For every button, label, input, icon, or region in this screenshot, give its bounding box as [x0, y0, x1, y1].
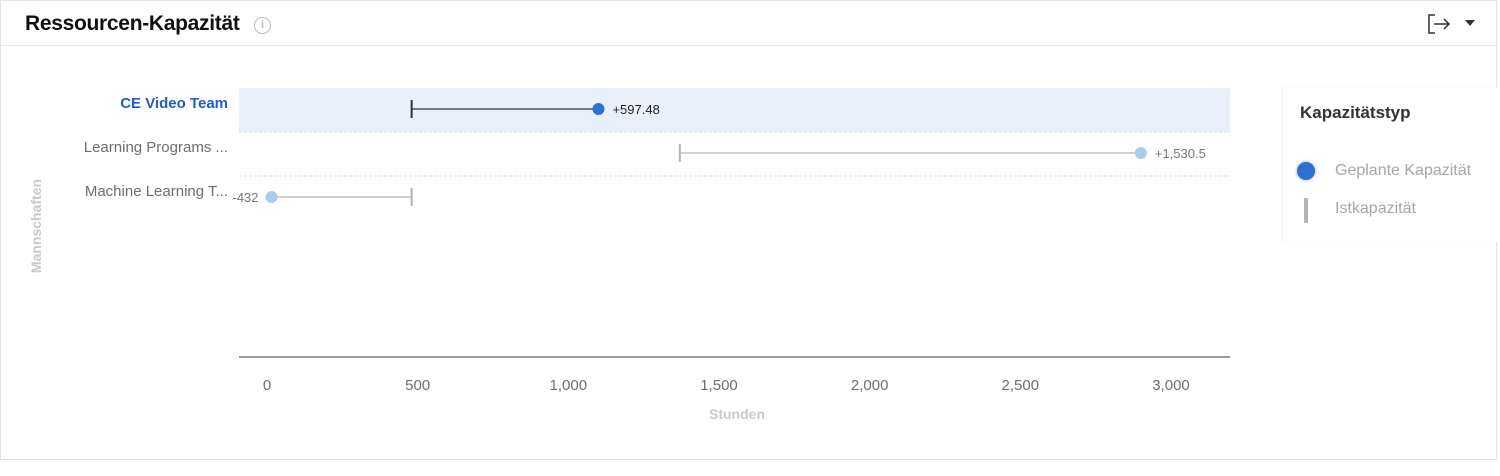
legend-item-actual[interactable]: Istkapazität — [1295, 198, 1495, 223]
chevron-down-icon[interactable] — [1464, 18, 1476, 28]
legend-label-actual: Istkapazität — [1335, 200, 1416, 217]
x-tick-label: 3,000 — [1152, 377, 1190, 394]
x-tick-label: 500 — [405, 377, 430, 394]
planned-capacity-point[interactable] — [1134, 147, 1147, 159]
planned-marker-icon — [1297, 162, 1315, 180]
dumbbell-row[interactable]: Machine Learning T... -432 — [85, 183, 413, 206]
dumbbell-row[interactable]: CE Video Team +597.48 — [120, 95, 660, 118]
x-tick-label: 0 — [263, 377, 271, 394]
y-tick-label[interactable]: CE Video Team — [120, 95, 228, 112]
info-icon[interactable]: i — [254, 17, 271, 34]
x-tick-label: 2,500 — [1002, 377, 1040, 394]
dumbbell-row[interactable]: Learning Programs ... +1,530.5 — [84, 139, 1206, 162]
export-icon[interactable] — [1426, 12, 1452, 36]
data-label: +1,530.5 — [1155, 146, 1206, 161]
data-label: -432 — [232, 190, 258, 205]
chart-legend: Kapazitätstyp Geplante Kapazität Istkapa… — [1283, 87, 1498, 242]
y-tick-label[interactable]: Machine Learning T... — [85, 183, 228, 200]
row-highlight-band — [239, 88, 1230, 132]
x-tick-label: 1,000 — [550, 377, 588, 394]
y-tick-label[interactable]: Learning Programs ... — [84, 139, 228, 156]
planned-capacity-point[interactable] — [265, 191, 278, 203]
y-axis-title: Mannschaften — [28, 179, 44, 273]
x-tick-label: 2,000 — [851, 377, 889, 394]
actual-marker-icon — [1304, 198, 1308, 223]
page-title: Ressourcen-Kapazität — [25, 12, 240, 35]
legend-title: Kapazitätstyp — [1300, 103, 1411, 122]
card-header: Ressourcen-Kapazität i — [1, 1, 1496, 46]
legend-item-planned[interactable]: Geplante Kapazität — [1295, 160, 1495, 184]
resource-capacity-card: Ressourcen-Kapazität i CE Video Team +597… — [0, 0, 1498, 460]
x-tick-label: 1,500 — [700, 377, 738, 394]
x-axis-title: Stunden — [709, 406, 765, 422]
data-label: +597.48 — [612, 102, 659, 117]
chart-area: CE Video Team +597.48 Learning Programs ..… — [28, 88, 1230, 422]
planned-capacity-point[interactable] — [592, 103, 605, 115]
legend-label-planned: Geplante Kapazität — [1335, 162, 1472, 179]
